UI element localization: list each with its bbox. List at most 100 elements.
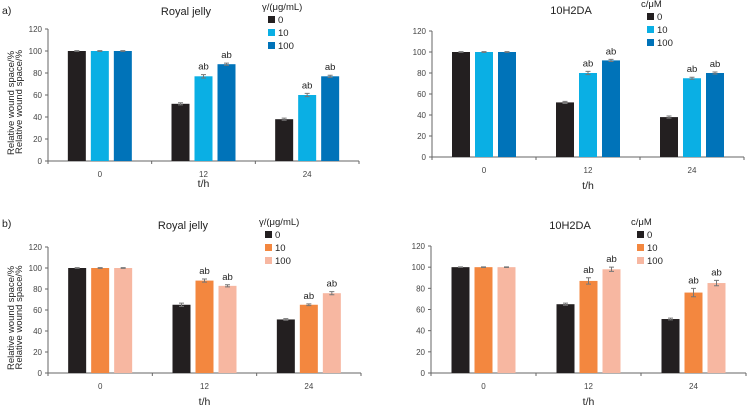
x-tick-label: 24 bbox=[303, 170, 312, 179]
error-bar bbox=[586, 277, 591, 285]
significance-label: ab bbox=[711, 267, 722, 278]
x-tick-label: 12 bbox=[584, 166, 593, 175]
x-tick-label: 0 bbox=[481, 382, 486, 391]
y-tick-label: 100 bbox=[29, 264, 43, 273]
error-bar bbox=[179, 302, 184, 307]
significance-label: ab bbox=[688, 275, 699, 286]
error-bar bbox=[178, 102, 183, 106]
significance-label: ab bbox=[221, 50, 232, 61]
x-tick-label: 24 bbox=[304, 382, 313, 391]
legend-swatch-100 bbox=[265, 257, 272, 264]
error-bar bbox=[74, 267, 80, 269]
error-bar bbox=[668, 317, 673, 321]
legend-swatch-10 bbox=[265, 244, 272, 251]
x-axis-label: t/h bbox=[198, 178, 210, 190]
error-bar bbox=[714, 279, 719, 287]
legend-label-10: 10 bbox=[647, 243, 658, 254]
legend-swatch-100 bbox=[268, 42, 275, 49]
bar-100-12 bbox=[218, 285, 237, 373]
x-tick-label: 0 bbox=[482, 166, 487, 175]
bar-0-24 bbox=[275, 119, 294, 161]
error-bar bbox=[689, 76, 695, 80]
legend-label-10: 10 bbox=[278, 28, 289, 39]
error-bar bbox=[504, 51, 510, 53]
error-bar bbox=[120, 267, 126, 269]
y-axis-label: Relative wound space/% bbox=[6, 50, 17, 155]
legend-label-0: 0 bbox=[647, 230, 652, 241]
x-tick-label: 12 bbox=[199, 170, 208, 179]
bar-100-24 bbox=[321, 76, 340, 161]
error-bar bbox=[458, 266, 463, 268]
error-bar bbox=[504, 266, 509, 268]
significance-label: ab bbox=[687, 64, 698, 75]
panel-label: b) bbox=[2, 218, 11, 230]
y-tick-label: 80 bbox=[33, 69, 42, 78]
legend-title: c/μM bbox=[631, 217, 652, 228]
chart-title: 10H2DA bbox=[549, 220, 591, 232]
y-axis-label: Relative wound space/% bbox=[14, 49, 25, 154]
bar-10-24 bbox=[684, 292, 703, 373]
legend-label-0: 0 bbox=[275, 230, 280, 241]
legend-label-10: 10 bbox=[275, 243, 286, 254]
legend-label-100: 100 bbox=[275, 256, 291, 267]
y-tick-label: 20 bbox=[33, 135, 42, 144]
y-tick-label: 40 bbox=[416, 327, 425, 336]
bar-0-24 bbox=[661, 319, 680, 373]
bar-100-0 bbox=[113, 51, 132, 161]
error-bar bbox=[306, 303, 312, 307]
bar-10-24 bbox=[683, 78, 701, 157]
legend-swatch-100 bbox=[637, 257, 644, 264]
bar-0-24 bbox=[660, 117, 678, 157]
x-axis-label: t/h bbox=[199, 396, 211, 408]
y-tick-label: 80 bbox=[416, 284, 425, 293]
legend-swatch-0 bbox=[647, 13, 654, 20]
bar-100-12 bbox=[602, 60, 620, 157]
x-tick-label: 12 bbox=[200, 382, 209, 391]
legend-title: γ/(μg/mL) bbox=[262, 2, 302, 13]
bar-10-12 bbox=[194, 76, 213, 161]
legend-swatch-10 bbox=[637, 244, 644, 251]
chart-title: 10H2DA bbox=[550, 5, 592, 17]
error-bar bbox=[225, 284, 230, 288]
error-bar bbox=[201, 74, 206, 79]
x-tick-label: 24 bbox=[689, 382, 698, 391]
bar-10-12 bbox=[579, 73, 597, 157]
bar-100-24 bbox=[707, 283, 726, 373]
bar-10-0 bbox=[475, 52, 493, 157]
bar-0-0 bbox=[452, 52, 470, 157]
y-tick-label: 0 bbox=[421, 369, 426, 378]
error-bar bbox=[562, 100, 568, 104]
error-bar bbox=[666, 115, 672, 119]
bar-0-12 bbox=[556, 102, 574, 157]
y-tick-label: 60 bbox=[33, 91, 42, 100]
legend-label-0: 0 bbox=[278, 15, 283, 26]
error-bar bbox=[712, 71, 718, 75]
error-bar bbox=[481, 266, 486, 268]
legend-label-100: 100 bbox=[278, 41, 294, 52]
bar-100-12 bbox=[602, 269, 621, 373]
error-bar bbox=[97, 267, 103, 269]
significance-label: ab bbox=[222, 272, 233, 283]
bar-10-0 bbox=[91, 268, 110, 373]
x-axis-label: t/h bbox=[582, 180, 594, 192]
y-tick-label: 120 bbox=[29, 243, 43, 252]
y-axis-label: Relative wound space/% bbox=[6, 265, 17, 370]
legend-label-100: 100 bbox=[657, 38, 673, 49]
error-bar bbox=[327, 74, 333, 78]
error-bar bbox=[120, 50, 126, 52]
bar-10-0 bbox=[474, 267, 493, 373]
error-bar bbox=[202, 278, 207, 283]
error-bar bbox=[585, 70, 591, 76]
error-bar bbox=[97, 50, 103, 52]
error-bar bbox=[563, 302, 568, 306]
y-tick-label: 80 bbox=[33, 285, 42, 294]
error-bar bbox=[283, 318, 289, 321]
significance-label: ab bbox=[583, 265, 594, 276]
bar-0-0 bbox=[67, 51, 86, 161]
y-tick-label: 0 bbox=[38, 157, 43, 166]
legend-label-100: 100 bbox=[647, 256, 663, 267]
y-tick-label: 120 bbox=[413, 27, 427, 36]
